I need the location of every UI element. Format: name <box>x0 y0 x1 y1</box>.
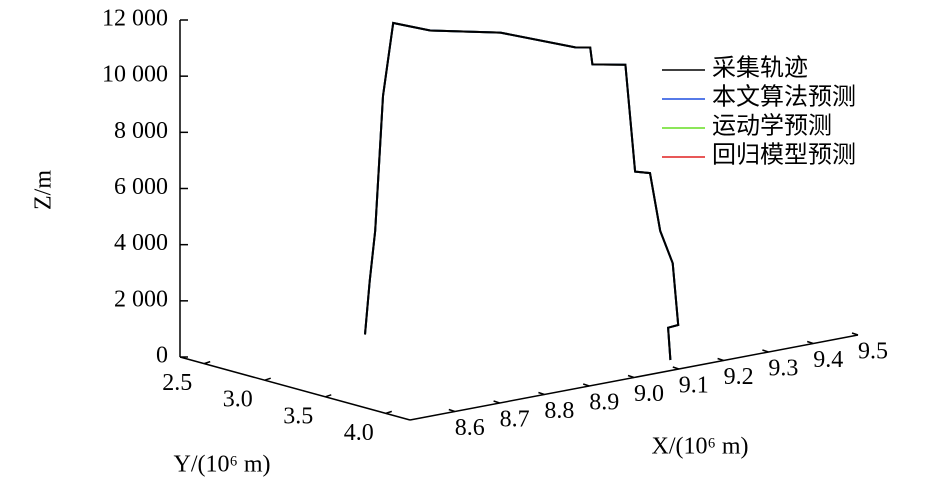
x-tick-label: 9.2 <box>724 364 754 390</box>
x-tick-label: 8.7 <box>500 407 530 433</box>
x-tick-label: 9.0 <box>634 381 664 407</box>
y-tick-label: 4.0 <box>344 420 374 446</box>
z-axis-label: Z/m <box>31 170 57 210</box>
y-tick <box>325 394 332 398</box>
trajectory <box>364 21 680 361</box>
legend-label: 采集轨迹 <box>712 55 808 82</box>
y-axis-label: Y/(10⁶ m) <box>173 452 270 478</box>
legend-label: 回归模型预测 <box>712 142 856 169</box>
trajectory <box>364 21 680 361</box>
trajectory <box>364 21 680 361</box>
x-tick-label: 9.5 <box>858 339 888 365</box>
x-tick-label: 9.1 <box>679 373 709 399</box>
x-tick-label: 9.4 <box>813 347 843 373</box>
y-axis <box>179 356 411 421</box>
x-tick <box>806 340 814 345</box>
z-tick-label: 12 000 <box>102 6 168 32</box>
z-tick-label: 0 <box>156 343 168 369</box>
x-tick <box>672 366 680 370</box>
x-tick-label: 9.3 <box>768 356 798 382</box>
legend-label: 运动学预测 <box>712 113 832 140</box>
y-tick-label: 2.5 <box>162 370 192 396</box>
x-tick <box>493 400 500 404</box>
x-axis-label: X/(10⁶ m) <box>651 434 748 460</box>
z-tick-label: 6 000 <box>114 174 168 200</box>
z-tick-label: 2 000 <box>114 286 168 312</box>
legend-label: 本文算法预测 <box>712 84 856 111</box>
y-tick <box>385 410 393 415</box>
x-tick <box>717 357 724 362</box>
trajectory <box>364 21 680 361</box>
y-tick-label: 3.0 <box>223 387 253 413</box>
x-tick-label: 8.9 <box>589 390 619 416</box>
z-tick-label: 8 000 <box>114 118 168 144</box>
x-tick-label: 8.6 <box>455 415 485 441</box>
x-tick-label: 8.8 <box>544 398 574 424</box>
x-tick <box>851 332 859 336</box>
x-tick <box>582 383 590 387</box>
y-tick-label: 3.5 <box>283 403 313 429</box>
y-tick <box>264 377 271 381</box>
x-tick <box>538 391 545 396</box>
y-tick <box>203 360 211 365</box>
x-tick <box>762 349 769 353</box>
z-tick-label: 10 000 <box>102 62 168 88</box>
z-tick-label: 4 000 <box>114 230 168 256</box>
x-tick <box>448 408 456 413</box>
x-tick <box>627 374 635 379</box>
